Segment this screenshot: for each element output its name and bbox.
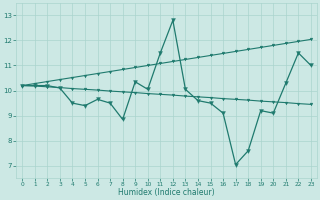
X-axis label: Humidex (Indice chaleur): Humidex (Indice chaleur) (118, 188, 215, 197)
